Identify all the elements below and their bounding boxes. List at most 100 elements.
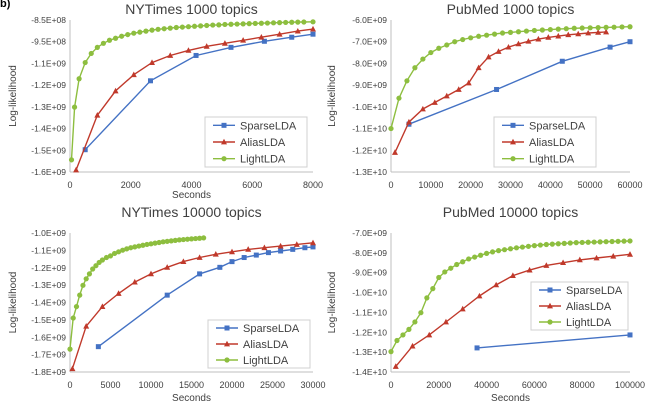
y-axis-label: Log-likelihood [8,65,19,127]
data-point [152,240,158,246]
legend-label: AliasLDA [566,301,612,313]
data-point [436,45,442,51]
y-tick-label: -1.3E+10 [352,347,387,357]
data-point [82,59,88,66]
data-point [120,247,126,253]
legend-marker [547,287,553,293]
legend-label: LightLDA [243,355,289,367]
data-point [543,241,549,248]
legend-label: SparseLDA [243,323,300,335]
x-tick-label: 40000 [474,380,499,390]
y-tick-label: -1.1E+09 [31,245,66,255]
data-point [82,147,88,153]
data-point [603,239,609,245]
y-tick-label: -1.4E+09 [31,124,66,134]
y-tick-label: -8.0E+09 [352,58,387,68]
data-point [426,331,433,338]
data-point [579,25,585,31]
data-point [565,31,572,38]
data-point [212,251,219,257]
data-point [575,30,582,37]
data-point [495,248,502,254]
y-tick-label: -1.2E+09 [31,80,66,90]
data-point [103,254,110,261]
data-point [80,282,86,288]
data-point [116,249,122,255]
legend-marker [221,138,227,145]
data-point [405,118,412,125]
data-point [452,39,458,45]
data-point [192,235,199,242]
data-point [160,239,166,245]
data-point [609,238,615,245]
data-point [507,246,514,252]
legend: SparseLDA AliasLDA LightLDA [204,116,308,168]
y-tick-label: -1.3E+09 [31,102,66,112]
data-point [603,24,609,30]
data-point [241,255,247,261]
data-point [261,38,267,44]
data-point [293,241,300,247]
data-point [595,29,602,35]
chart-title: PubMed 1000 topics [447,1,575,17]
data-point [412,319,418,325]
data-point [276,20,283,26]
data-point [615,238,621,244]
data-point [455,86,462,92]
data-point [560,259,567,266]
data-point [99,257,105,263]
y-tick-label: -9.0E+09 [352,268,387,278]
data-point [484,250,490,256]
data-point [495,48,502,54]
data-point [465,79,472,86]
data-point [526,266,533,273]
y-tick-label: -1.3E+10 [352,167,387,177]
data-point [531,243,538,249]
data-point [217,264,223,270]
y-tick-label: -1.6E+09 [31,167,66,177]
data-point [531,27,538,34]
data-point [501,247,508,253]
y-tick-label: -1.2E+10 [352,145,387,155]
data-point [555,241,561,247]
data-point [164,238,170,244]
data-point [229,259,235,265]
y-tick-label: -1.6E+09 [31,332,66,342]
data-point [585,239,591,245]
data-point [468,35,474,41]
data-point [627,332,633,338]
data-point [290,246,296,252]
x-tick-label: 30000 [300,380,325,390]
data-point [88,50,94,57]
data-point [86,271,93,277]
data-point [246,21,252,27]
data-point [130,71,137,78]
x-tick-label: 4000 [181,180,201,190]
data-point [442,318,449,325]
data-point [543,262,550,268]
y-axis-label: Log-likelihood [327,272,338,334]
series-LightLDA [388,238,633,355]
data-point [70,315,76,321]
series-AliasLDA [73,25,316,173]
y-tick-label: -9.0E+09 [352,80,387,90]
y-tick-label: -1.7E+09 [31,350,66,360]
data-point [310,31,316,37]
x-tick-label: 0 [67,180,72,190]
data-point [406,326,412,332]
data-point [196,254,203,260]
data-point [478,252,484,258]
legend-label: LightLDA [529,154,575,166]
data-point [221,40,228,46]
y-tick-label: -1.4E+09 [31,298,66,308]
data-point [295,19,301,25]
data-point [265,250,271,256]
chart-title: NYTimes 10000 topics [121,204,261,220]
data-point [519,244,526,250]
data-point [611,24,617,30]
data-point [593,254,600,261]
data-point [301,19,307,25]
x-tick-label: 50000 [578,180,603,190]
data-point [76,76,82,82]
data-point [197,271,203,277]
